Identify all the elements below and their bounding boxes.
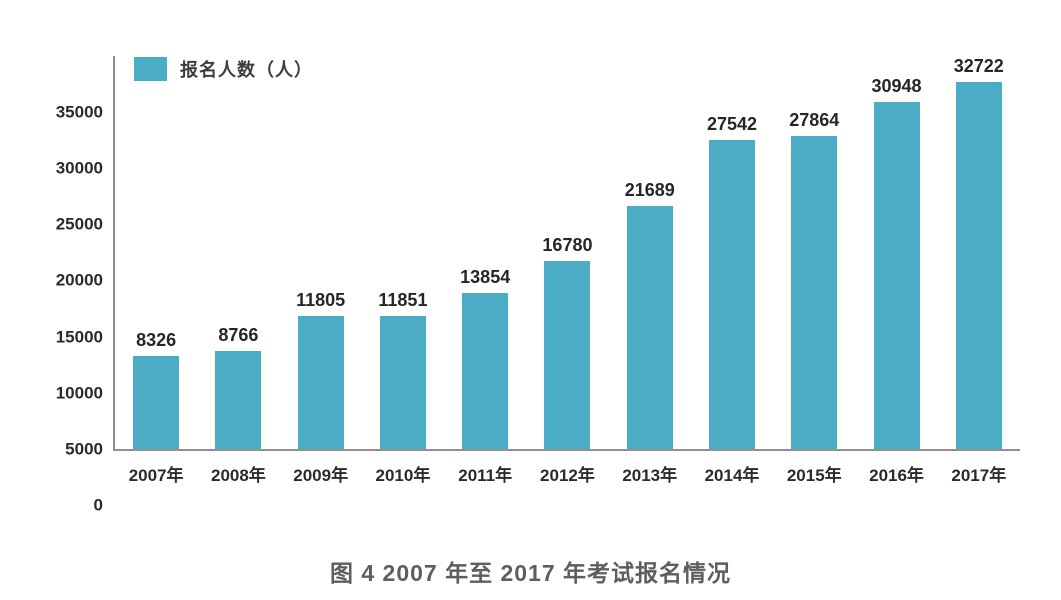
- bar-value-label: 32722: [953, 55, 1004, 76]
- bar: [133, 355, 180, 449]
- bar: [544, 260, 591, 449]
- y-axis-tick-label: 15000: [55, 327, 103, 347]
- plot-area: 报名人数（人） 8326 2007年 8766 2008年 11805 2009年 1185…: [56, 55, 1020, 514]
- bar-group: 27864 2015年: [773, 56, 855, 485]
- bar-group: 8766 2008年: [197, 56, 279, 485]
- x-axis-label: 2007年: [128, 466, 184, 485]
- bar-group: 27542 2014年: [691, 56, 773, 485]
- bar: [462, 293, 509, 449]
- bar-value-label: 27864: [789, 110, 840, 131]
- bar-value-label: 30948: [871, 75, 922, 96]
- chart-title: 图 4 2007 年至 2017 年考试报名情况: [329, 560, 732, 586]
- bar-group: 32722 2017年: [938, 55, 1020, 485]
- bar: [215, 350, 262, 449]
- x-axis-label: 2010年: [375, 466, 431, 485]
- bar-value-label: 8766: [218, 324, 259, 345]
- x-axis-line: [113, 449, 1020, 451]
- x-axis-label: 2016年: [869, 466, 924, 485]
- y-axis-tick-label: 0: [93, 495, 103, 515]
- x-axis-label: 2008年: [210, 466, 266, 485]
- bar-value-label: 27542: [706, 113, 758, 134]
- x-axis-label: 2009年: [293, 466, 349, 485]
- x-axis-label: 2011年: [458, 466, 513, 485]
- legend-swatch-icon: [134, 57, 167, 81]
- bar-group: 30948 2016年: [855, 56, 937, 486]
- bar: [297, 316, 344, 449]
- y-axis-line: [113, 56, 115, 449]
- x-axis-label: 2014年: [704, 466, 760, 485]
- x-axis-label: 2015年: [786, 466, 842, 485]
- bar-group: 13854 2011年: [444, 56, 526, 485]
- y-axis-tick-label: 30000: [55, 158, 103, 178]
- bar-value-label: 21689: [624, 179, 675, 200]
- bar-value-label: 8326: [136, 329, 177, 350]
- bar-value-label: 11851: [378, 289, 428, 310]
- bar: [626, 205, 673, 449]
- bar: [379, 315, 426, 449]
- legend-label: 报名人数（人）: [180, 60, 313, 80]
- x-axis-label: 2013年: [622, 466, 678, 485]
- x-axis-label: 2017年: [951, 466, 1007, 485]
- y-axis-tick-label: 20000: [55, 270, 103, 290]
- bar: [791, 136, 838, 449]
- y-axis-tick-label: 25000: [55, 214, 103, 234]
- bar-value-label: 13854: [460, 267, 511, 288]
- y-axis-tick-label: 5000: [65, 439, 103, 459]
- bars-container: 8326 2007年 8766 2008年 11805 2009年 11851 2010年 13…: [115, 55, 1020, 486]
- legend: 报名人数（人）: [134, 56, 313, 82]
- y-axis-tick-label: 10000: [55, 383, 103, 403]
- bar-group: 16780 2012年: [526, 56, 608, 485]
- bar-group: 11851 2010年: [362, 56, 444, 485]
- bar: [708, 139, 755, 449]
- bar: [873, 101, 920, 449]
- bar-value-label: 16780: [542, 234, 593, 255]
- bar-group: 21689 2013年: [609, 56, 691, 486]
- bar-group: 8326 2007年: [115, 56, 197, 486]
- bar: [955, 81, 1002, 449]
- bar-value-label: 11805: [296, 290, 346, 311]
- bar-group: 11805 2009年: [280, 56, 362, 485]
- y-axis-tick-labels: 0 5000 10000 15000 20000 25000 30000 35000: [8, 104, 103, 514]
- x-axis-label: 2012年: [540, 466, 595, 485]
- y-axis-tick-label: 35000: [55, 102, 103, 122]
